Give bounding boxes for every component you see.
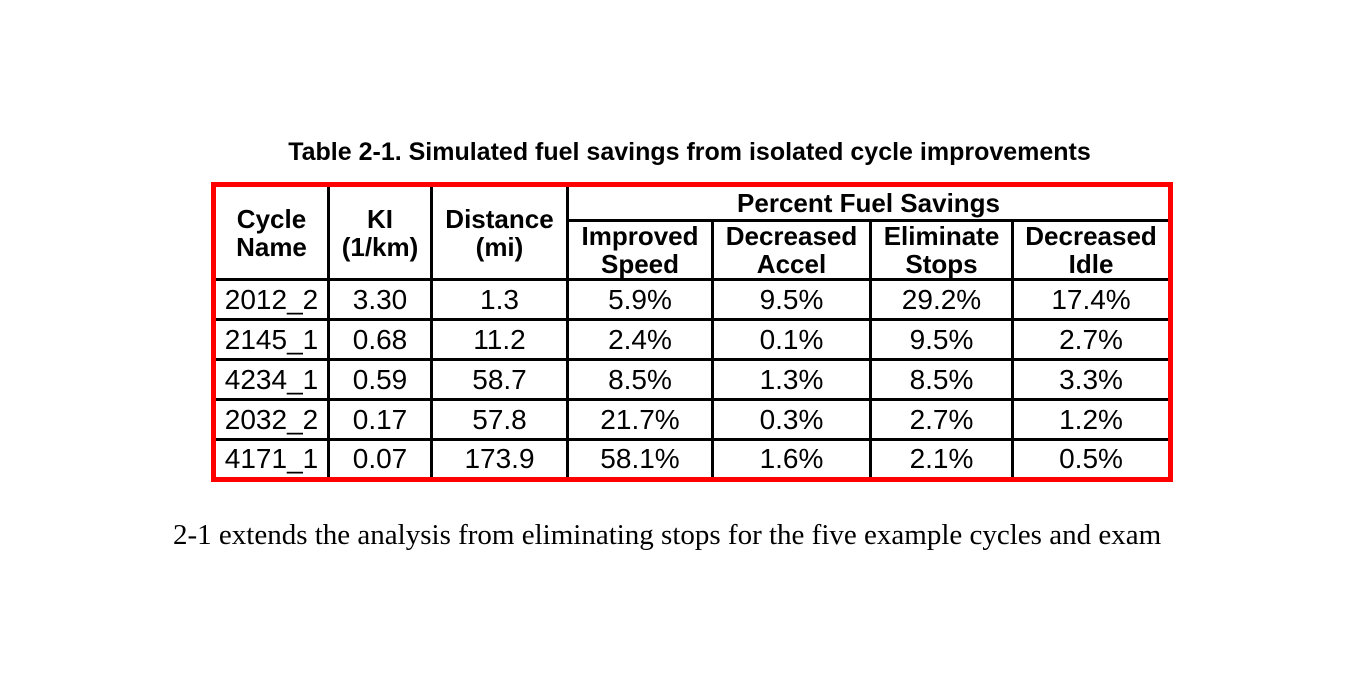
column-header-decreased-accel: Decreased Accel xyxy=(711,219,872,281)
cell-eliminate-stops: 29.2% xyxy=(869,278,1014,321)
cell-ki: 0.17 xyxy=(327,398,433,441)
cell-distance: 57.8 xyxy=(430,398,569,441)
column-header-eliminate-stops: Eliminate Stops xyxy=(869,219,1014,281)
cell-eliminate-stops: 8.5% xyxy=(869,358,1014,401)
cell-ki: 0.07 xyxy=(327,438,433,481)
column-header-distance: Distance (mi) xyxy=(430,183,569,281)
cell-improved-speed: 21.7% xyxy=(566,398,714,441)
column-header-ki: KI (1/km) xyxy=(327,183,433,281)
cell-cycle-name: 2145_1 xyxy=(212,318,330,361)
fuel-savings-table: Cycle Name KI (1/km) Distance (mi) Perce… xyxy=(211,182,1174,482)
cell-decreased-idle: 17.4% xyxy=(1010,278,1173,321)
cell-ki: 0.59 xyxy=(327,358,433,401)
cell-decreased-idle: 2.7% xyxy=(1010,318,1173,361)
column-header-decreased-idle: Decreased Idle xyxy=(1010,219,1173,281)
cell-ki: 0.68 xyxy=(327,318,433,361)
cell-decreased-accel: 0.3% xyxy=(711,398,872,441)
cell-improved-speed: 58.1% xyxy=(566,438,714,481)
cell-decreased-idle: 3.3% xyxy=(1010,358,1173,401)
table-row: 4234_1 0.59 58.7 8.5% 1.3% 8.5% 3.3% xyxy=(212,358,1173,401)
table-row: 4171_1 0.07 173.9 58.1% 1.6% 2.1% 0.5% xyxy=(212,438,1173,481)
cell-distance: 11.2 xyxy=(430,318,569,361)
table-row: 2032_2 0.17 57.8 21.7% 0.3% 2.7% 1.2% xyxy=(212,398,1173,441)
cell-eliminate-stops: 2.1% xyxy=(869,438,1014,481)
column-group-header-percent-fuel-savings: Percent Fuel Savings xyxy=(565,183,1173,222)
cell-distance: 58.7 xyxy=(430,358,569,401)
table-row: 2012_2 3.30 1.3 5.9% 9.5% 29.2% 17.4% xyxy=(212,278,1173,321)
table-caption: Table 2-1. Simulated fuel savings from i… xyxy=(288,138,1091,166)
cell-cycle-name: 4234_1 xyxy=(212,358,330,401)
cell-eliminate-stops: 9.5% xyxy=(869,318,1014,361)
cell-decreased-idle: 1.2% xyxy=(1010,398,1173,441)
cell-distance: 173.9 xyxy=(430,438,569,481)
cell-decreased-idle: 0.5% xyxy=(1010,438,1173,481)
cell-decreased-accel: 0.1% xyxy=(711,318,872,361)
cell-ki: 3.30 xyxy=(327,278,433,321)
cell-cycle-name: 4171_1 xyxy=(212,438,330,481)
column-header-improved-speed: Improved Speed xyxy=(566,219,714,281)
cell-decreased-accel: 9.5% xyxy=(711,278,872,321)
cell-decreased-accel: 1.6% xyxy=(711,438,872,481)
cell-improved-speed: 2.4% xyxy=(566,318,714,361)
body-paragraph: 2-1 extends the analysis from eliminatin… xyxy=(173,519,1162,551)
cell-improved-speed: 8.5% xyxy=(566,358,714,401)
cell-distance: 1.3 xyxy=(430,278,569,321)
cell-decreased-accel: 1.3% xyxy=(711,358,872,401)
cell-eliminate-stops: 2.7% xyxy=(869,398,1014,441)
cell-cycle-name: 2012_2 xyxy=(212,278,330,321)
column-header-cycle-name: Cycle Name xyxy=(212,183,330,281)
cell-improved-speed: 5.9% xyxy=(566,278,714,321)
table-row: 2145_1 0.68 11.2 2.4% 0.1% 9.5% 2.7% xyxy=(212,318,1173,361)
cell-cycle-name: 2032_2 xyxy=(212,398,330,441)
